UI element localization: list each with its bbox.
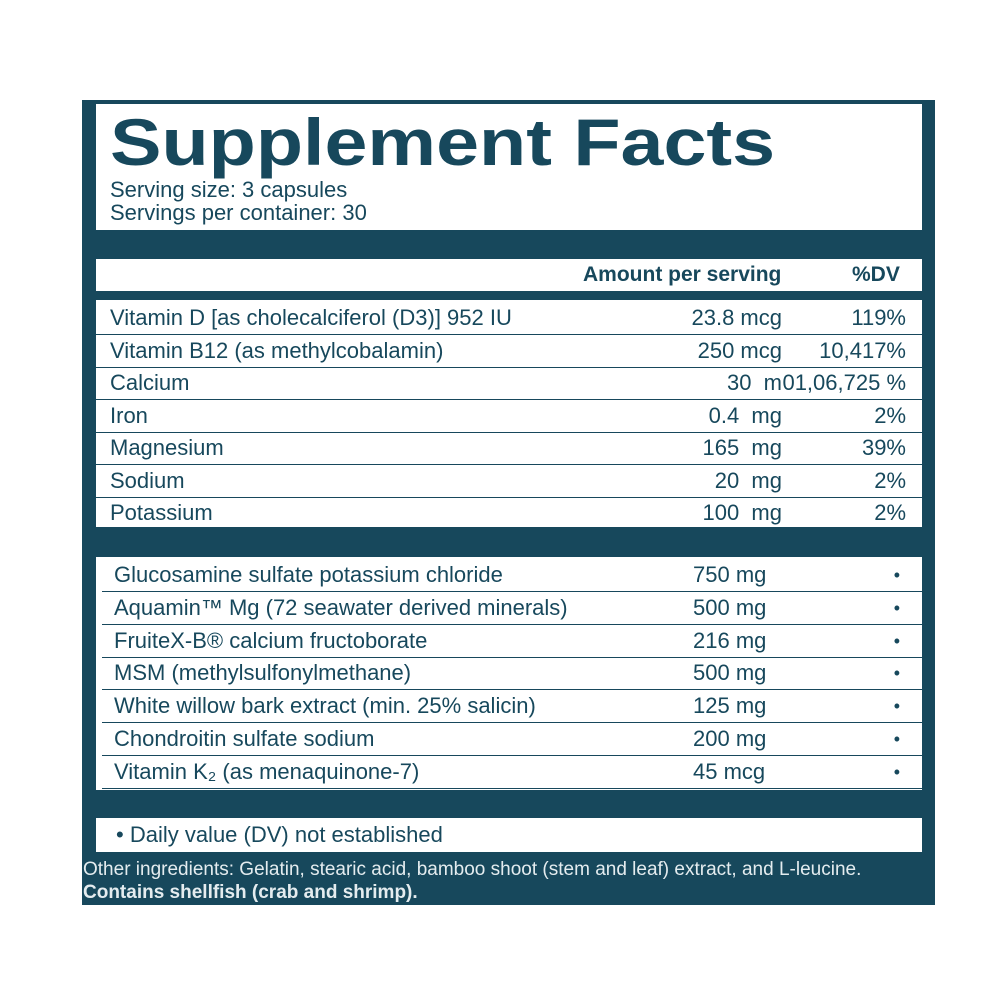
ingredient-amount: 216 mg: [693, 627, 767, 653]
ingredient-dv: •: [893, 597, 900, 618]
nutrient-dv: 01,06,725 %: [782, 370, 906, 395]
nutrient-dv: 10,417%: [819, 337, 906, 363]
column-header: [96, 259, 922, 291]
other-panel: [96, 557, 922, 790]
nutrient-name: Magnesium: [110, 435, 224, 460]
nutrient-row: Vitamin B12 (as methylcobalamin) 250 mcg 1…: [96, 335, 922, 368]
ingredient-name: Vitamin K₂ (as menaquinone-7): [114, 758, 420, 784]
serving-size: Serving size: 3 capsules: [110, 177, 348, 202]
dv-header: %DV: [852, 263, 900, 286]
ingredient-amount: 125 mg: [693, 693, 767, 719]
nutrient-dv: 119%: [851, 305, 906, 330]
nutrient-dv: 2%: [874, 500, 906, 525]
amount-header: Amount per serving: [583, 263, 782, 286]
nutrient-name: Iron: [110, 402, 148, 428]
ingredient-name: Chondroitin sulfate sodium: [114, 726, 375, 751]
footnote-panel: [96, 818, 922, 852]
ingredient-amount: 500 mg: [693, 594, 767, 620]
nutrient-name: Vitamin B12 (as methylcobalamin): [110, 337, 444, 363]
ingredient-row: Glucosamine sulfate potassium chloride 75…: [102, 559, 922, 592]
nutrient-name: Calcium: [110, 370, 190, 395]
nutrient-name: Vitamin D [as cholecalciferol (D3)] 952 …: [110, 305, 512, 330]
nutrient-amount: 250 mcg: [697, 337, 782, 363]
ingredient-row: FruiteX-B® calcium fructoborate 216 mg •: [102, 625, 922, 658]
vitamins-panel: [96, 300, 922, 527]
ingredient-dv: •: [893, 761, 900, 782]
footnote: • Daily value (DV) not established: [116, 822, 443, 847]
nutrient-amount: 0.4 mg: [708, 402, 782, 428]
nutrient-dv: 2%: [874, 467, 906, 493]
ingredient-name: Glucosamine sulfate potassium chloride: [114, 562, 503, 587]
header-panel: [96, 104, 922, 230]
ingredient-name: MSM (methylsulfonylmethane): [114, 660, 412, 686]
nutrient-amount: 100 mg: [702, 500, 783, 525]
ingredient-row: MSM (methylsulfonylmethane) 500 mg •: [102, 657, 922, 691]
nutrient-name: Sodium: [110, 467, 185, 493]
ingredient-dv: •: [893, 729, 900, 749]
ingredient-name: FruiteX-B® calcium fructoborate: [114, 627, 428, 653]
ingredient-amount: 750 mg: [693, 562, 767, 587]
nutrient-row: Potassium 100 mg 2%: [96, 497, 922, 530]
ingredient-dv: •: [893, 565, 900, 585]
nutrient-row: Calcium 30 m 01,06,725 %: [96, 367, 922, 400]
nutrient-dv: 2%: [874, 402, 906, 428]
nutrient-dv: 39%: [861, 435, 906, 460]
title: Supplement Facts: [110, 105, 776, 179]
ingredient-name: White willow bark extract (min. 25% sali…: [114, 693, 536, 719]
ingredient-row: Chondroitin sulfate sodium 200 mg •: [102, 723, 922, 756]
ingredients: Other ingredients: Gelatin, stearic acid…: [83, 859, 862, 880]
nutrient-amount: 30 m: [726, 370, 782, 395]
nutrient-name: Potassium: [110, 500, 213, 525]
ingredient-dv: •: [893, 696, 900, 717]
nutrient-row: Magnesium 165 mg 39%: [96, 432, 922, 465]
servings-per-container: Servings per container: 30: [110, 200, 367, 225]
nutrient-amount: 23.8 mcg: [691, 305, 783, 330]
ingredient-dv: •: [893, 630, 900, 651]
nutrient-row: Sodium 20 mg 2%: [96, 465, 922, 498]
nutrient-amount: 165 mg: [702, 435, 783, 460]
nutrient-amount: 20 mg: [714, 467, 782, 493]
allergens: Contains shellfish (crab and shrimp).: [83, 882, 418, 903]
nutrient-row: Vitamin D [as cholecalciferol (D3)] 952 …: [96, 302, 922, 335]
ingredient-row: White willow bark extract (min. 25% sali…: [102, 690, 922, 724]
ingredient-row: Aquamin™ Mg (72 seawater derived mineral…: [102, 592, 922, 625]
footer: Other ingredients: Gelatin, stearic acid…: [83, 858, 933, 904]
ingredient-dv: •: [893, 663, 900, 684]
ingredient-row: Vitamin K₂ (as menaquinone-7) 45 mcg •: [102, 756, 922, 789]
ingredient-amount: 200 mg: [693, 726, 767, 751]
ingredient-amount: 45 mcg: [693, 758, 766, 784]
nutrient-row: Iron 0.4 mg 2%: [96, 400, 922, 433]
ingredient-amount: 500 mg: [693, 660, 767, 686]
ingredient-name: Aquamin™ Mg (72 seawater derived mineral…: [114, 594, 568, 620]
